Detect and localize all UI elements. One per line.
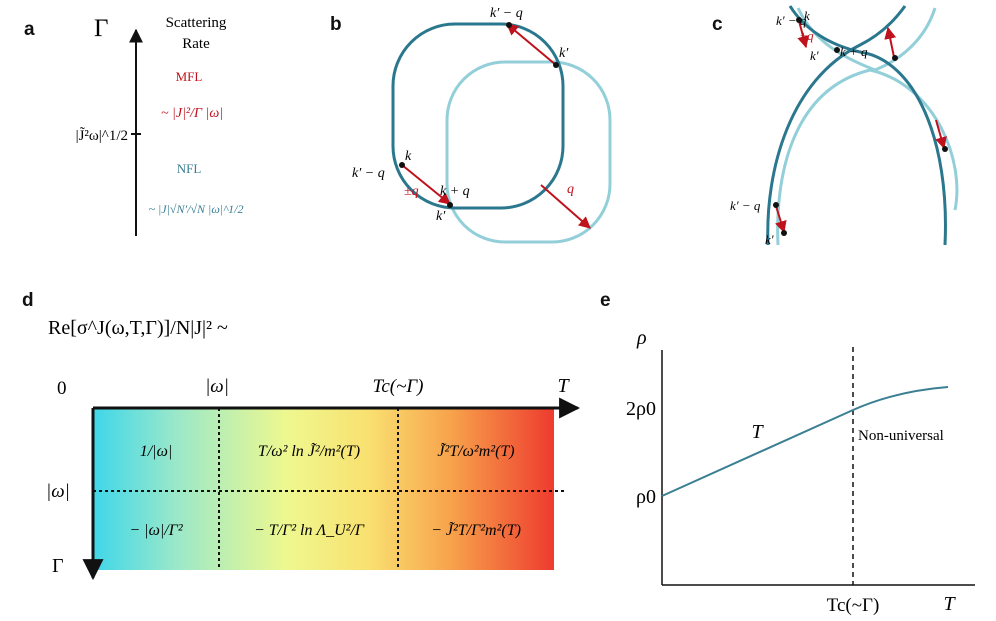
label-kprime-minus-q-left: k′ − q — [352, 166, 385, 181]
panel-label-e: e — [600, 290, 611, 311]
panel-d: d Re[σ^J(ω,T,Γ)]/N|J|² ~ 0 |ω| Tc(~Γ) T … — [22, 290, 581, 581]
label-kprime-bottom: k′ — [436, 209, 446, 224]
label-c-kprime: k′ — [810, 48, 819, 63]
panel-e: e ρ 2ρ0 ρ0 Tc(~Γ) T T Non-universal — [600, 290, 975, 616]
point-kprime-bottom — [447, 202, 453, 208]
axis-origin: 0 — [57, 378, 67, 399]
panel-label-c: c — [712, 14, 723, 35]
left-tick-omega: |ω| — [46, 481, 70, 502]
panel-label-d: d — [22, 290, 34, 311]
scattering-arrow-c-bottom — [775, 205, 787, 234]
scattering-arrow-c-mid — [935, 119, 947, 150]
fermi-arc-dark-left — [766, 5, 907, 246]
panel-a: a Γ Scattering Rate |J̃²ω|^1/2 MFL ~ |J|… — [24, 15, 244, 236]
scattering-arrow-top — [506, 23, 557, 66]
nfl-label: NFL — [177, 161, 202, 176]
conductivity-formula: Re[σ^J(ω,T,Γ)]/N|J|² ~ — [48, 317, 228, 339]
panel-c: c k′ − q k ±q k′ k + q k′ − q k′ — [712, 5, 959, 247]
cell-low-omega-mid-t: T/ω² ln J̃²/m²(T) — [258, 442, 360, 460]
cell-high-gamma-mid-t: − T/Γ² ln Λ_U²/Γ — [254, 522, 365, 539]
x-tick-tc: Tc(~Γ) — [827, 595, 880, 616]
label-c-k-plus-q: k + q — [840, 44, 868, 59]
point-c-k-plus-q — [892, 55, 898, 61]
scattering-arrow-left — [401, 164, 451, 205]
label-kprime-top: k′ — [559, 46, 569, 61]
point-kprime-minus-q-top — [506, 22, 512, 28]
cell-high-gamma-low-t: − |ω|/Γ² — [129, 522, 183, 539]
cell-low-omega-high-t: J̃²T/ω²m²(T) — [437, 442, 514, 460]
top-tick-omega: |ω| — [205, 376, 229, 397]
label-c-kprime-minus-q-top: k′ − q — [776, 13, 807, 28]
label-k-plus-q-b: k + q — [440, 184, 470, 199]
mfl-label: MFL — [176, 69, 203, 84]
non-universal-label: Non-universal — [858, 428, 944, 444]
fermi-arc-light-outer — [776, 68, 959, 246]
label-kprime-minus-q-top: k′ − q — [490, 6, 523, 21]
gamma-axis-symbol: Γ — [94, 15, 108, 42]
point-c-mid — [942, 146, 948, 152]
scattering-arrow-c-right — [884, 26, 897, 58]
x-axis-label-t: T — [943, 593, 956, 615]
axis-title-rate: Rate — [182, 36, 210, 52]
y-tick-rho0: ρ0 — [636, 486, 656, 508]
point-kprime-top — [553, 62, 559, 68]
label-plus-minus-q-b: ±q — [404, 184, 419, 199]
mfl-scaling: ~ |J|²/Γ |ω| — [161, 106, 223, 121]
cell-low-omega-low-t: 1/|ω| — [140, 443, 173, 460]
label-q-vector: q — [567, 182, 574, 197]
axis-title-scattering: Scattering — [166, 15, 227, 31]
y-tick-2rho0: 2ρ0 — [626, 398, 656, 420]
top-tick-tc: Tc(~Γ) — [373, 376, 424, 397]
linear-regime-label: T — [751, 421, 764, 443]
point-k-left — [399, 162, 405, 168]
nfl-scaling: ~ |J|√N′/√N |ω|^1/2 — [148, 202, 243, 216]
label-c-kprime-minus-q-bottom: k′ − q — [730, 198, 761, 213]
resistivity-curve — [661, 386, 949, 497]
panel-label-b: b — [330, 14, 342, 35]
q-vector-arrow — [540, 184, 591, 229]
label-c-kprime-bottom: k′ — [765, 232, 774, 247]
label-c-plus-minus-q: ±q — [800, 28, 814, 43]
fermi-surface-main — [391, 22, 565, 210]
fermi-surface-shifted — [445, 60, 612, 244]
panel-b: b k′ − q k′ k′ − q k ±q k + q k′ q — [330, 6, 612, 244]
crossover-label: |J̃²ω|^1/2 — [76, 127, 128, 144]
left-axis-label-gamma: Γ — [52, 555, 64, 577]
cell-high-gamma-high-t: − J̃²T/Γ²m²(T) — [431, 521, 521, 539]
point-c-k — [796, 17, 802, 23]
point-c-bottom-2 — [781, 230, 787, 236]
regime-heatmap — [93, 408, 554, 570]
top-axis-label-t: T — [557, 375, 570, 397]
label-c-k: k — [804, 8, 810, 23]
panel-label-a: a — [24, 19, 35, 40]
fermi-arc-dark-right — [788, 5, 947, 246]
label-k-left: k — [405, 149, 412, 164]
scattering-arrow-c-top — [797, 20, 809, 49]
point-c-kprime — [834, 47, 840, 53]
y-axis-label-rho: ρ — [636, 327, 647, 349]
point-c-bottom-1 — [773, 202, 779, 208]
